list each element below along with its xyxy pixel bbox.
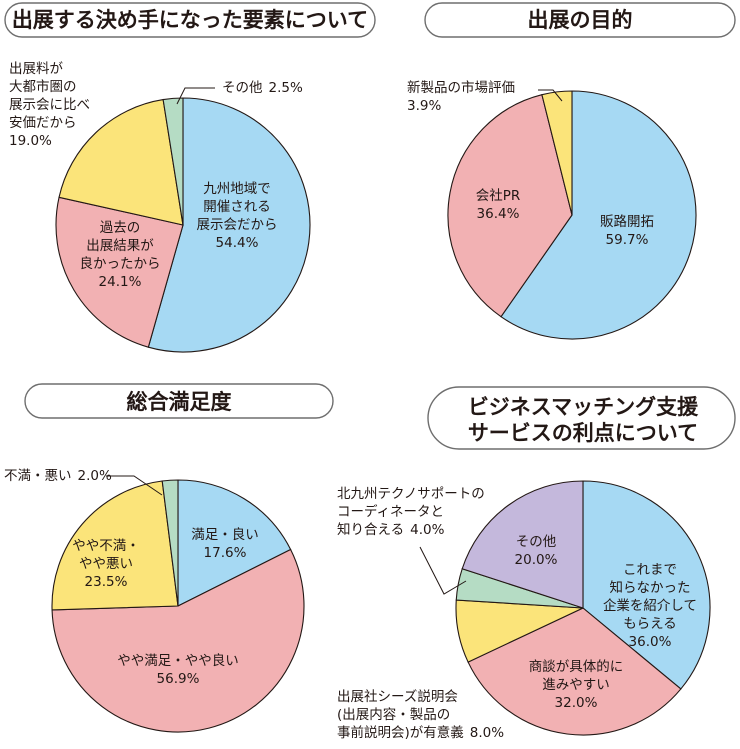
pie-slice	[162, 97, 184, 226]
chart-title: ビジネスマッチング支援サービスの利点について	[468, 395, 699, 445]
slice-label: これまで知らなかった企業を紹介してもらえる 36.0%	[603, 562, 697, 650]
slice-value-label: 23.5%	[85, 574, 128, 590]
slice-label: その他 2.5%	[222, 80, 303, 96]
chart-title-line: ビジネスマッチング支援	[468, 395, 699, 419]
chart-title-frame	[4, 2, 376, 38]
slice-label-line: 満足・良い	[191, 527, 259, 543]
slice-label-line: 過去の	[100, 220, 141, 236]
pie-slice	[55, 196, 184, 348]
slice-label: 九州地域で開催される展示会だから 54.4%	[197, 181, 278, 251]
slice-label-line: 企業を紹介して	[603, 597, 697, 614]
pie-slice	[467, 607, 682, 736]
slice-value-label: 36.0%	[629, 634, 672, 650]
slice-label-line: その他	[516, 534, 557, 550]
slice-label-line: 販路開拓	[600, 214, 654, 230]
chart-title: 出展する決め手になった要素について	[12, 8, 368, 32]
slice-label-line: 不満・悪い	[4, 468, 72, 484]
slice-label-line: 知り合える	[337, 521, 404, 538]
slice-label-line: 展示会に比べ	[9, 97, 90, 113]
slice-label: 過去の出展結果が良かったから 24.1%	[80, 220, 161, 290]
slice-label: その他 20.0%	[515, 534, 558, 568]
slice-label: 新製品の市場評価 3.9%	[407, 79, 515, 114]
slice-label: 商談が具体的に進みやすい 32.0%	[529, 659, 624, 711]
slice-label-line: その他	[222, 80, 263, 96]
slice-value-label: 8.0%	[470, 725, 504, 741]
pie-chart-4: ビジネスマッチング支援サービスの利点についてこれまで知らなかった企業を紹介しても…	[337, 386, 736, 741]
slice-label-line: 出展社シーズ説明会	[337, 689, 458, 705]
pie-slice	[541, 90, 573, 216]
pie-slice	[51, 548, 305, 733]
slice-value-label: 2.0%	[78, 468, 112, 484]
slice-value-label: 56.9%	[157, 671, 200, 687]
slice-label-line: 知らなかった	[610, 579, 691, 596]
leader-line	[106, 475, 163, 496]
slice-label-line: 新製品の市場評価	[407, 79, 515, 96]
slice-label-line: もらえる	[623, 616, 677, 632]
slice-label-line: 北九州テクノサポートの	[337, 486, 485, 502]
slice-label: 満足・良い 17.6%	[191, 527, 259, 561]
slice-label-line: 事前説明会)が有意義	[337, 724, 464, 741]
slice-label-line: やや悪い	[79, 556, 133, 572]
slice-label: 会社PR 36.4%	[476, 188, 521, 222]
slice-label: やや満足・やや良い 56.9%	[117, 653, 239, 687]
slice-value-label: 32.0%	[555, 695, 598, 711]
slice-label-line: 良かったから	[80, 256, 161, 272]
pie-slice	[147, 97, 311, 353]
slice-label-line: 会社PR	[476, 188, 521, 204]
slice-label-line: 大都市圏の	[9, 78, 77, 95]
slice-label-line: 出展料が	[9, 61, 63, 77]
slice-value-label: 19.0%	[9, 133, 52, 149]
slice-label-line: 展示会だから	[197, 217, 278, 233]
pie-slice	[58, 98, 184, 226]
slice-value-label: 2.5%	[269, 80, 303, 96]
slice-label: 出展料が大都市圏の展示会に比べ安価だから 19.0%	[9, 61, 90, 149]
pie-slice	[447, 94, 573, 318]
leader-line	[419, 546, 467, 595]
slice-label: 北九州テクノサポートのコーディネータと知り合える 4.0%	[337, 486, 485, 538]
slice-value-label: 20.0%	[515, 552, 558, 568]
slice-label: 出展社シーズ説明会(出展内容・製品の事前説明会)が有意義 8.0%	[337, 689, 504, 741]
leader-line	[176, 87, 215, 105]
slice-label-line: 九州地域で	[203, 181, 271, 197]
slice-label-line: 安価だから	[9, 115, 77, 131]
slice-value-label: 36.4%	[477, 206, 520, 222]
slice-label-line: 開催される	[203, 199, 271, 215]
chart-title-line: サービスの利点について	[468, 421, 698, 445]
slice-label-line: 商談が具体的に	[529, 659, 624, 675]
slice-value-label: 54.4%	[216, 235, 259, 251]
slice-label: 販路開拓 59.7%	[600, 214, 654, 248]
chart-title-frame	[424, 2, 736, 38]
pie-slice	[582, 480, 711, 690]
slice-label-line: コーディネータと	[337, 503, 444, 520]
slice-label-line: (出展内容・製品の	[337, 706, 450, 723]
slice-label-line: 進みやすい	[542, 677, 610, 693]
leader-line	[538, 89, 563, 102]
slice-label-line: 出展結果が	[86, 238, 154, 254]
pie-slice	[177, 479, 292, 607]
pie-slice	[161, 479, 179, 607]
pie-slice	[51, 480, 179, 611]
slice-label-line: これまで	[623, 562, 677, 578]
pie-slice	[461, 480, 584, 609]
slice-value-label: 4.0%	[410, 522, 444, 538]
slice-value-label: 17.6%	[204, 545, 247, 561]
slice-value-label: 59.7%	[606, 232, 649, 248]
slice-label-line: やや不満・	[72, 538, 140, 554]
chart-title-frame	[427, 386, 736, 450]
pie-slice	[500, 90, 697, 340]
chart-title: 出展の目的	[528, 8, 633, 32]
slice-label: やや不満・やや悪い 23.5%	[72, 538, 140, 590]
chart-title-frame	[24, 383, 334, 419]
slice-label-line: やや満足・やや良い	[117, 653, 239, 669]
slice-value-label: 24.1%	[99, 274, 142, 290]
chart-title: 総合満足度	[127, 390, 232, 414]
slice-label: 不満・悪い 2.0%	[4, 468, 112, 484]
slice-value-label: 3.9%	[407, 98, 441, 114]
